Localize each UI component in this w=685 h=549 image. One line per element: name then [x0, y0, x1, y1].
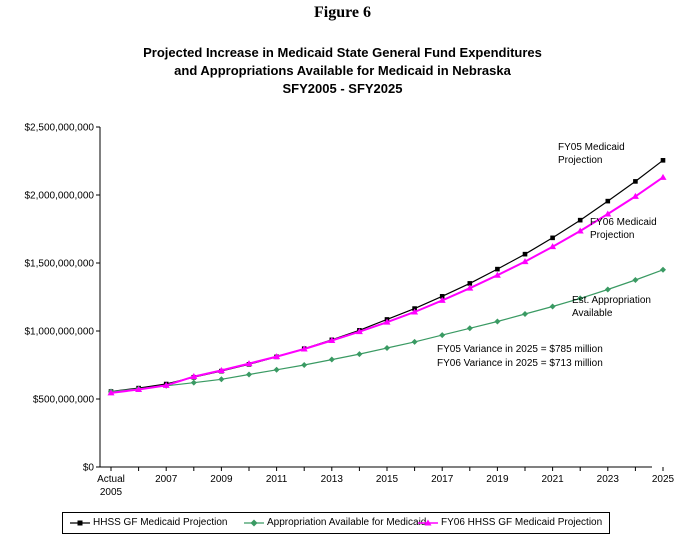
data-point-triangle [438, 296, 446, 303]
legend-label: Appropriation Available for Medicaid [267, 517, 427, 528]
x-tick-label: 2009 [210, 474, 233, 485]
y-tick-label: $2,000,000,000 [24, 191, 94, 202]
annotation-variance: FY06 Variance in 2025 = $713 million [437, 358, 603, 369]
x-tick-label: 2015 [376, 474, 399, 485]
data-point-square [467, 281, 473, 286]
x-tick-label: 2007 [155, 474, 178, 485]
data-point-triangle [217, 366, 225, 373]
chart-title-line-2: and Appropriations Available for Medicai… [174, 63, 511, 78]
data-point-triangle [355, 328, 363, 335]
data-point-diamond [494, 318, 501, 325]
data-point-triangle [135, 385, 143, 392]
x-tick-label: 2011 [266, 474, 288, 485]
data-point-diamond [356, 351, 363, 358]
data-point-triangle [190, 373, 198, 380]
data-point-square [550, 235, 555, 241]
data-point-triangle [383, 318, 391, 325]
data-point-square [522, 251, 528, 257]
data-point-triangle [549, 243, 557, 250]
data-point-square [660, 158, 666, 163]
x-tick-label: 2017 [431, 474, 454, 485]
data-point-square [577, 217, 583, 223]
data-point-diamond [273, 366, 280, 373]
data-point-triangle [604, 210, 612, 217]
legend-swatch-triangle-icon [418, 519, 438, 526]
x-tick-label: 2005 [100, 487, 123, 498]
data-point-triangle [411, 308, 419, 315]
data-point-diamond [577, 295, 584, 302]
data-point-diamond [301, 362, 308, 368]
data-point-triangle [107, 389, 115, 396]
annotation-approp: Available [572, 308, 613, 319]
chart-title-line-1: Projected Increase in Medicaid State Gen… [143, 45, 542, 60]
data-point-diamond [384, 345, 390, 351]
data-point-diamond [328, 356, 335, 363]
data-point-diamond [439, 332, 446, 339]
annotation-fy05: Projection [558, 155, 602, 166]
x-tick-label: 2023 [597, 474, 620, 485]
data-point-triangle [466, 284, 474, 291]
data-point-square [605, 198, 611, 204]
data-point-triangle [328, 337, 336, 344]
data-point-triangle [659, 173, 667, 180]
legend-label: HHSS GF Medicaid Projection [93, 517, 228, 528]
annotation-fy06: FY06 Medicaid [590, 217, 657, 228]
x-tick-label: 2019 [486, 474, 509, 485]
data-point-triangle [300, 345, 308, 352]
chart-title-line-3: SFY2005 - SFY2025 [282, 81, 403, 96]
data-point-diamond [522, 311, 528, 317]
legend-swatch-diamond-icon [244, 519, 264, 527]
legend: HHSS GF Medicaid Projection Appropriatio… [62, 512, 610, 534]
data-point-diamond [190, 379, 197, 386]
data-point-diamond [604, 286, 611, 293]
y-tick-label: $500,000,000 [33, 395, 95, 406]
legend-swatch-square-icon [70, 520, 90, 526]
data-point-diamond [411, 338, 418, 345]
x-tick-label: 2021 [541, 474, 564, 485]
y-tick-label: $1,500,000,000 [24, 259, 94, 270]
annotation-variance: FY05 Variance in 2025 = $785 million [437, 344, 603, 355]
y-tick-label: $1,000,000,000 [24, 327, 94, 338]
data-point-square [439, 294, 445, 299]
annotation-fy05: FY05 Medicaid [558, 142, 625, 153]
data-point-diamond [549, 303, 556, 310]
data-point-triangle [162, 381, 170, 388]
line-chart: $0 $500,000,000 $1,000,000,000 $1,500,000,0… [24, 123, 675, 499]
data-point-triangle [521, 258, 529, 265]
data-point-diamond [246, 371, 252, 378]
data-point-triangle [493, 271, 501, 278]
data-point-diamond [218, 376, 225, 383]
x-tick-label: 2025 [652, 474, 675, 485]
data-point-triangle [245, 360, 253, 367]
x-tick-label: 2013 [321, 474, 344, 485]
data-point-triangle [631, 192, 639, 199]
legend-label: FY06 HHSS GF Medicaid Projection [441, 517, 603, 528]
figure-label: Figure 6 [313, 4, 372, 21]
data-point-diamond [660, 266, 666, 273]
series-line-1 [110, 159, 664, 393]
data-point-square [633, 179, 638, 184]
annotation-fy06: Projection [590, 230, 634, 241]
data-point-diamond [632, 277, 639, 283]
data-point-diamond [466, 325, 473, 332]
y-tick-label: $0 [83, 463, 95, 474]
x-tick-label: Actual [97, 474, 125, 485]
data-point-triangle [576, 227, 584, 234]
data-point-triangle [273, 353, 281, 360]
data-point-square [495, 266, 500, 272]
annotation-approp: Est. Appropriation [572, 295, 651, 306]
y-tick-label: $2,500,000,000 [24, 123, 94, 134]
